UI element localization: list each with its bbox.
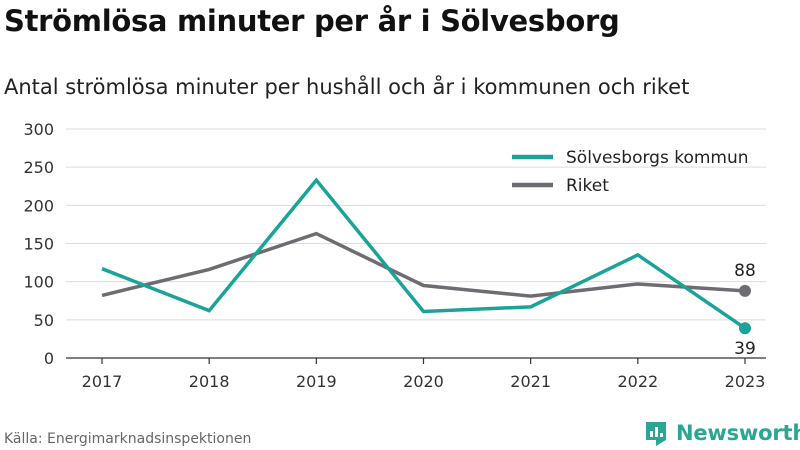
- x-tick-label-2020: 2020: [403, 372, 444, 391]
- y-tick-label-0: 0: [44, 349, 54, 368]
- end-label-s-lvesborgs-kommun: 39: [734, 339, 756, 359]
- legend-label-riket: Riket: [566, 176, 609, 196]
- series-line-s-lvesborgs-kommun: [101, 177, 746, 330]
- y-tick-label-150: 150: [23, 235, 54, 254]
- y-tick-label-50: 50: [34, 311, 54, 330]
- end-point-riket: [739, 284, 751, 297]
- chart-subtitle: Antal strömlösa minuter per hushåll och …: [4, 75, 690, 99]
- x-tick-label-2022: 2022: [617, 372, 658, 391]
- legend-label-s-lvesborgs-kommun: Sölvesborgs kommun: [566, 148, 749, 168]
- newsworthy-logo-icon: [646, 422, 666, 446]
- x-tick-label-2019: 2019: [296, 372, 337, 391]
- y-axis-ticks: 0 50 100 150 200 250 300: [23, 120, 54, 368]
- legend: Sölvesborgs kommun Riket: [512, 148, 749, 196]
- brand-name: Newsworthy: [676, 421, 800, 445]
- brand: Newsworthy: [644, 418, 800, 448]
- y-tick-label-100: 100: [23, 273, 54, 292]
- end-label-riket: 88: [734, 261, 756, 281]
- grid-lines: [66, 128, 766, 321]
- x-tick-label-2017: 2017: [82, 372, 123, 391]
- source-note: Källa: Energimarknadsinspektionen: [4, 431, 252, 447]
- end-point-s-lvesborgs-kommun: [739, 322, 751, 335]
- series-line-riket: [101, 231, 746, 298]
- series-lines: 39 88: [101, 177, 756, 359]
- y-tick-label-250: 250: [23, 158, 54, 177]
- chart-title: Strömlösa minuter per år i Sölvesborg: [4, 4, 620, 38]
- y-tick-label-200: 200: [23, 196, 54, 215]
- x-tick-label-2021: 2021: [510, 372, 551, 391]
- y-tick-label-300: 300: [23, 120, 54, 139]
- x-axis: 2017 2018 2019 2020 2021 2022 2023: [66, 357, 766, 391]
- x-tick-label-2023: 2023: [725, 372, 766, 391]
- x-tick-label-2018: 2018: [189, 372, 230, 391]
